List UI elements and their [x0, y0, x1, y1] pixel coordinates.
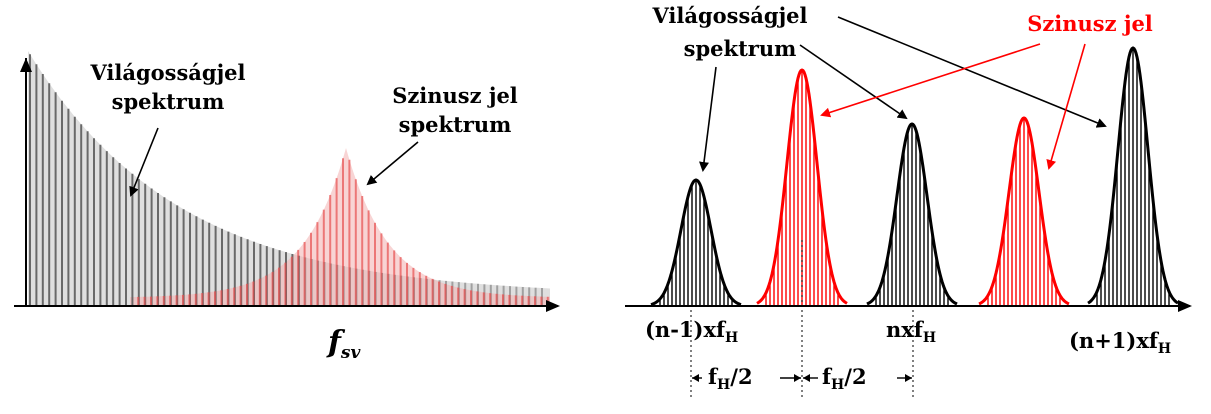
chroma-peak-2-envelope — [978, 116, 1070, 306]
right-luma-label-line1: Világosságjel — [651, 3, 807, 28]
red-arrow-to-chroma-peak-1 — [820, 43, 1041, 118]
chroma-peak-1-envelope — [756, 68, 848, 305]
left-y-axis-arrowhead — [20, 58, 32, 72]
left-luma-label-line1: Világosságjel — [89, 60, 245, 85]
arrow-to-n-peak — [799, 44, 908, 120]
arrow-to-prev-peak — [699, 66, 717, 172]
left-axis-label: fsv — [326, 325, 361, 363]
right-x-axis-arrowhead — [1178, 300, 1192, 312]
tick-label-n: nxfH — [886, 317, 936, 346]
chroma-peak-2 — [978, 116, 1070, 306]
right-spectrum-panel: (n-1)xfH nxfH (n+1)xfH fH/2 fH/2 Világos… — [625, 3, 1192, 398]
half-spacing-left-arrow-r — [794, 374, 801, 382]
peak-next-envelope — [1087, 46, 1179, 305]
peak-prev — [650, 178, 742, 307]
peak-n-envelope — [866, 122, 958, 306]
right-chroma-label: Szinusz jel — [1027, 11, 1153, 36]
chroma-peak-1 — [756, 68, 848, 306]
chroma-spectrum-lines — [137, 158, 549, 306]
half-spacing-right-arrow-r — [905, 374, 912, 382]
half-spacing-right: fH/2 — [803, 364, 912, 393]
half-spacing-left-arrow-l — [692, 374, 699, 382]
tick-label-next: (n+1)xfH — [1069, 328, 1171, 357]
half-spacing-left: fH/2 — [692, 364, 801, 393]
harmonic-peaks — [650, 46, 1179, 307]
half-spacing-right-label: fH/2 — [822, 364, 867, 393]
tick-label-prev: (n-1)xfH — [645, 317, 738, 346]
chroma-spectrum-area — [130, 148, 550, 306]
half-spacing-right-arrow-l — [803, 374, 810, 382]
left-spectrum-panel: Világosságjel spektrum Szinusz jel spekt… — [14, 51, 560, 363]
left-chroma-label-line1: Szinusz jel — [392, 83, 518, 108]
left-x-axis-arrowhead — [546, 300, 560, 312]
left-luma-arrow — [129, 127, 159, 197]
chroma-envelope-area — [130, 148, 550, 306]
left-chroma-label-line2: spektrum — [399, 112, 512, 137]
red-arrow-to-chroma-peak-2 — [1046, 43, 1086, 170]
peak-prev-envelope — [650, 178, 742, 307]
peak-next — [1087, 46, 1179, 306]
peak-n — [866, 122, 958, 306]
left-chroma-arrow — [366, 141, 419, 186]
half-spacing-left-label: fH/2 — [708, 364, 753, 393]
right-luma-label-line2: spektrum — [684, 36, 797, 61]
left-luma-label-line2: spektrum — [112, 89, 225, 114]
arrow-to-next-peak — [837, 16, 1107, 128]
